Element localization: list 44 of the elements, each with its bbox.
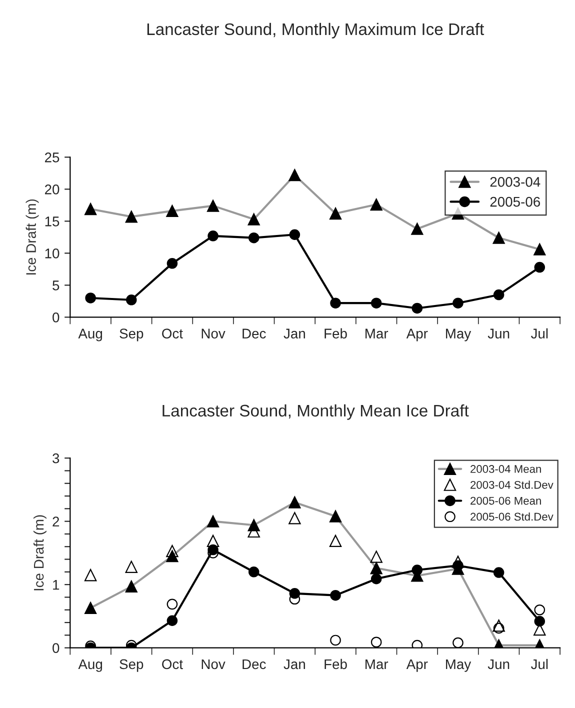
legend-label: 2005-06 xyxy=(490,196,540,207)
legend-label: 2003-04 Mean xyxy=(470,465,541,473)
y-tick-label: 25 xyxy=(44,152,60,162)
x-tick-label: Jan xyxy=(284,328,305,338)
x-tick-label: Jul xyxy=(530,658,548,670)
x-tick-label: Aug xyxy=(78,659,102,672)
y-tick-label: 10 xyxy=(45,248,60,258)
x-tick-label: Apr xyxy=(406,659,428,672)
x-tick-label: Nov xyxy=(202,659,226,670)
x-tick-label: Mar xyxy=(366,659,388,670)
y-tick-label: 15 xyxy=(45,216,60,226)
x-tick-label: Nov xyxy=(202,328,226,338)
legend-label: 2003-04 Std.Dev xyxy=(470,480,554,489)
x-tick-label: Sep xyxy=(120,659,144,672)
y-axis-title: Ice Draft (m) xyxy=(34,515,46,590)
y-tick-label: 1 xyxy=(53,580,60,590)
legend-label: 2005-06 Std.Dev xyxy=(470,512,554,521)
y-tick-label: 0 xyxy=(52,643,60,653)
x-tick-label: Feb xyxy=(324,328,347,338)
y-tick-label: 0 xyxy=(52,312,60,322)
x-tick-label: Dec xyxy=(242,328,266,338)
x-tick-label: Feb xyxy=(324,658,347,670)
y-tick-label: 2 xyxy=(52,516,60,526)
x-tick-label: Jun xyxy=(488,328,510,338)
chart-title: Lancaster Sound, Monthly Mean Ice Draft xyxy=(162,404,469,420)
legend-label: 2003-04 xyxy=(490,176,540,187)
x-tick-label: May xyxy=(446,659,472,672)
x-tick-label: Sep xyxy=(120,328,144,342)
x-tick-label: Oct xyxy=(162,659,183,670)
x-tick-label: Apr xyxy=(406,328,428,342)
x-tick-label: Dec xyxy=(242,659,266,670)
y-axis-title: Ice Draft (m) xyxy=(26,199,39,274)
chart-title: Lancaster Sound, Monthly Maximum Ice Draft xyxy=(147,22,484,38)
y-tick-label: 5 xyxy=(52,280,60,290)
y-tick-label: 3 xyxy=(52,453,60,464)
x-tick-label: Jan xyxy=(284,659,305,670)
x-tick-label: Mar xyxy=(366,328,388,338)
y-tick-label: 20 xyxy=(44,184,60,194)
x-tick-label: Aug xyxy=(78,328,102,342)
x-tick-label: May xyxy=(446,328,472,342)
x-tick-label: Jul xyxy=(530,328,548,338)
x-tick-label: Oct xyxy=(162,328,183,338)
x-tick-label: Jun xyxy=(488,659,510,670)
legend-label: 2005-06 Mean xyxy=(470,496,541,505)
